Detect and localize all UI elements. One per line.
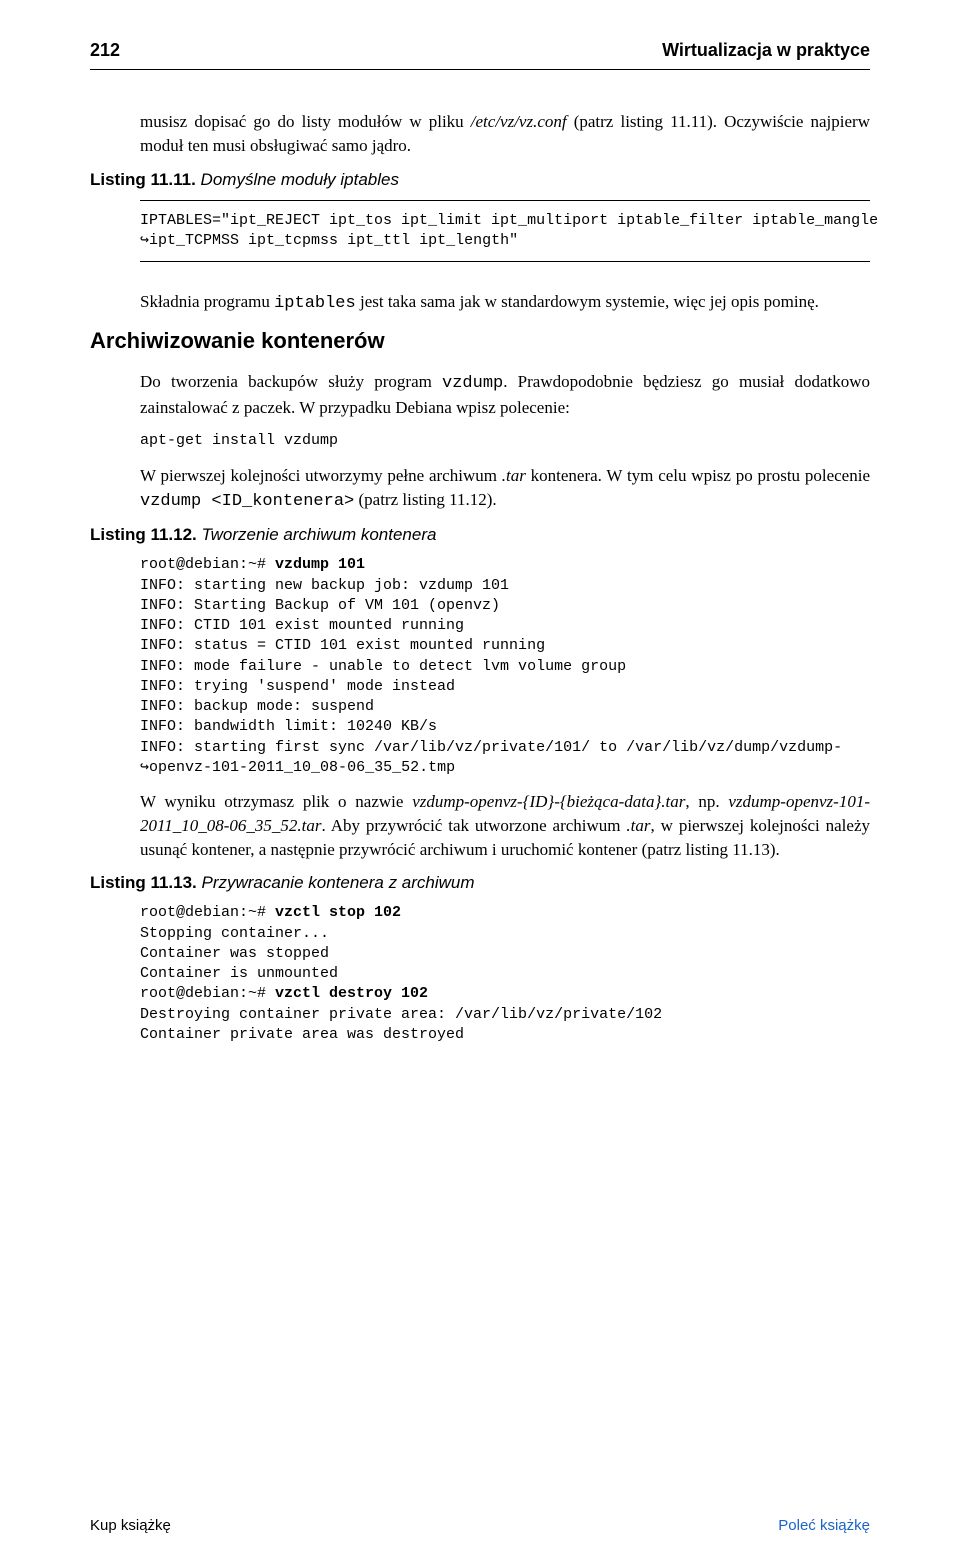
text: . Aby przywrócić tak utworzone archiwum bbox=[322, 816, 627, 835]
text: W pierwszej kolejności utworzymy pełne a… bbox=[140, 466, 502, 485]
code-text: Container is unmounted bbox=[140, 965, 338, 982]
header-rule bbox=[90, 69, 870, 70]
filename: vzdump-openvz-{ID}-{bieżąca-data}.tar bbox=[412, 792, 685, 811]
footer-left-link[interactable]: Kup książkę bbox=[90, 1517, 171, 1534]
text: Składnia programu bbox=[140, 292, 274, 311]
code-text: Stopping container... bbox=[140, 925, 329, 942]
listing-caption: Domyślne moduły iptables bbox=[196, 170, 399, 189]
listing-label: Listing 11.13. Przywracanie kontenera z … bbox=[90, 873, 870, 893]
code-text: Container was stopped bbox=[140, 945, 329, 962]
filename: .tar bbox=[502, 466, 526, 485]
page-number: 212 bbox=[90, 40, 120, 61]
listing-number: Listing 11.12. bbox=[90, 525, 197, 544]
code-text: Destroying container private area: /var/… bbox=[140, 1006, 662, 1023]
text: kontenera. W tym celu wpisz po prostu po… bbox=[526, 466, 870, 485]
footer-right-link[interactable]: Poleć książkę bbox=[778, 1517, 870, 1534]
command: vzctl stop 102 bbox=[275, 904, 401, 921]
paragraph: Składnia programu iptables jest taka sam… bbox=[140, 290, 870, 316]
code-text: INFO: starting new backup job: vzdump 10… bbox=[140, 577, 842, 776]
listing-number: Listing 11.11. bbox=[90, 170, 196, 189]
code-text: Container private area was destroyed bbox=[140, 1026, 464, 1043]
text: jest taka sama jak w standardowym system… bbox=[356, 292, 819, 311]
code-text: apt-get install vzdump bbox=[140, 432, 338, 449]
prompt: root@debian:~# bbox=[140, 985, 275, 1002]
text: Do tworzenia backupów służy program bbox=[140, 372, 442, 391]
command: vzctl destroy 102 bbox=[275, 985, 428, 1002]
command: vzdump <ID_kontenera> bbox=[140, 492, 354, 511]
command: vzdump 101 bbox=[275, 556, 365, 573]
code-block: root@debian:~# vzctl stop 102 Stopping c… bbox=[140, 903, 870, 1045]
page: 212 Wirtualizacja w praktyce musisz dopi… bbox=[0, 0, 960, 1558]
listing-label: Listing 11.11. Domyślne moduły iptables bbox=[90, 170, 870, 190]
listing-label: Listing 11.12. Tworzenie archiwum konten… bbox=[90, 525, 870, 545]
filename: .tar bbox=[626, 816, 650, 835]
paragraph: Do tworzenia backupów służy program vzdu… bbox=[140, 370, 870, 420]
footer: Kup książkę Poleć książkę bbox=[90, 1517, 870, 1534]
paragraph: musisz dopisać go do listy modułów w pli… bbox=[140, 110, 870, 158]
code-block: IPTABLES="ipt_REJECT ipt_tos ipt_limit i… bbox=[140, 200, 870, 263]
text: W wyniku otrzymasz plik o nazwie bbox=[140, 792, 412, 811]
text: , np. bbox=[685, 792, 728, 811]
prompt: root@debian:~# bbox=[140, 556, 275, 573]
paragraph: W wyniku otrzymasz plik o nazwie vzdump-… bbox=[140, 790, 870, 861]
code-text: IPTABLES="ipt_REJECT ipt_tos ipt_limit i… bbox=[140, 212, 878, 249]
code-block: root@debian:~# vzdump 101 INFO: starting… bbox=[140, 555, 870, 778]
command: vzdump bbox=[442, 374, 503, 393]
filename: /etc/vz/vz.conf bbox=[471, 112, 567, 131]
prompt: root@debian:~# bbox=[140, 904, 275, 921]
running-header: 212 Wirtualizacja w praktyce bbox=[90, 40, 870, 61]
command: iptables bbox=[274, 294, 356, 313]
book-title: Wirtualizacja w praktyce bbox=[662, 40, 870, 61]
paragraph: W pierwszej kolejności utworzymy pełne a… bbox=[140, 464, 870, 514]
section-heading: Archiwizowanie kontenerów bbox=[90, 328, 870, 354]
listing-number: Listing 11.13. bbox=[90, 873, 197, 892]
listing-caption: Przywracanie kontenera z archiwum bbox=[197, 873, 475, 892]
text: musisz dopisać go do listy modułów w pli… bbox=[140, 112, 471, 131]
listing-caption: Tworzenie archiwum kontenera bbox=[197, 525, 437, 544]
code-block: apt-get install vzdump bbox=[140, 431, 870, 451]
text: (patrz listing 11.12). bbox=[354, 490, 496, 509]
